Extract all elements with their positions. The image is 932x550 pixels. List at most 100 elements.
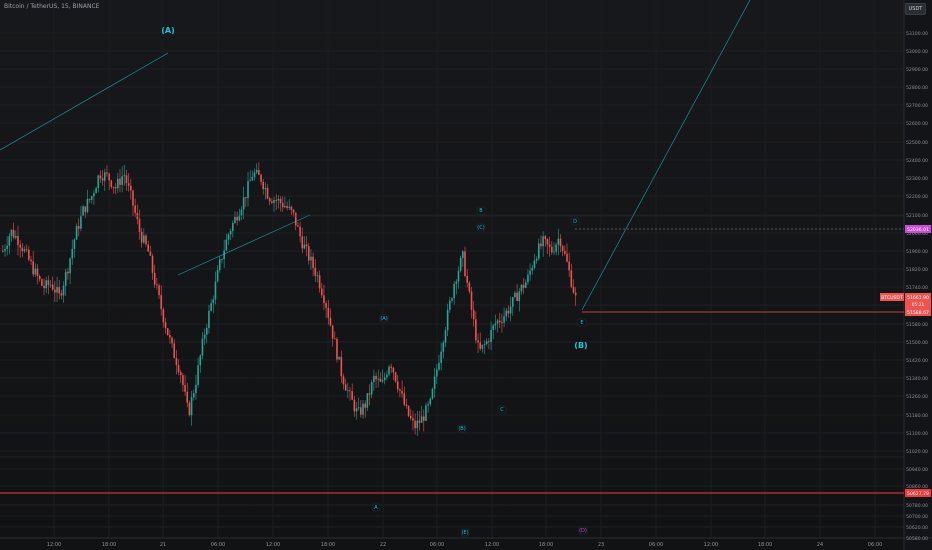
- wave-label: (E): [461, 530, 468, 536]
- price-tag-bg: [905, 225, 931, 233]
- candle-body: [186, 391, 189, 403]
- candle-body: [80, 215, 82, 229]
- candle-body: [190, 397, 193, 416]
- candle-body: [130, 185, 132, 191]
- candle-body: [416, 420, 419, 429]
- candle-body: [173, 343, 176, 359]
- candle-body: [234, 216, 236, 223]
- y-tick-label: 50620.00: [906, 525, 928, 531]
- candle-body: [511, 297, 514, 307]
- candle-body: [357, 407, 360, 409]
- candle-body: [151, 255, 154, 273]
- candle-body: [201, 338, 204, 356]
- candle-body: [169, 335, 171, 338]
- candle-body: [412, 418, 414, 421]
- candle-body: [73, 239, 76, 249]
- candle-body: [477, 340, 479, 343]
- candle-body: [47, 280, 50, 286]
- wave-label-box: [476, 206, 486, 215]
- candle-body: [325, 303, 327, 308]
- candle-body: [364, 403, 366, 408]
- candle-body: [2, 251, 4, 252]
- candle-body: [420, 416, 423, 423]
- candle-body: [188, 402, 191, 416]
- candle-body: [316, 275, 319, 277]
- candle-body: [229, 231, 232, 235]
- y-tick-label: 50940.00: [906, 467, 928, 473]
- candle-body: [101, 178, 104, 181]
- candle-body: [227, 234, 230, 240]
- candle-body: [310, 256, 312, 261]
- candle-body: [251, 177, 254, 181]
- candle-body: [275, 200, 278, 201]
- wave-label-box: [460, 528, 470, 537]
- y-tick-label: 50580.00: [906, 536, 928, 542]
- candle-body: [360, 407, 362, 415]
- candle-body: [438, 362, 440, 370]
- candle-body: [488, 341, 490, 343]
- x-tick-label: 12:00: [266, 542, 280, 548]
- symbol-title: Bitcoin / TetherUS, 15, BINANCE: [4, 3, 100, 10]
- candle-body: [212, 299, 215, 304]
- candle-body: [312, 256, 314, 268]
- wave-label-box: [371, 503, 381, 512]
- wave-label: (D): [579, 528, 587, 534]
- candle-body: [216, 269, 219, 282]
- candle-body: [197, 365, 199, 385]
- candle-body: [524, 282, 527, 288]
- y-tick-label: 52800.00: [906, 85, 928, 91]
- candle-body: [93, 193, 95, 197]
- wave-line-a: [0, 52, 169, 151]
- candle-body: [36, 268, 39, 277]
- candle-body: [466, 275, 468, 283]
- wave-label: D: [573, 219, 577, 225]
- currency-selector[interactable]: USDT: [905, 3, 926, 15]
- candle-body: [28, 249, 30, 260]
- candle-body: [171, 337, 173, 344]
- candle-body: [440, 351, 442, 363]
- candle-body: [208, 310, 210, 328]
- candle-body: [396, 381, 399, 390]
- candle-body: [268, 198, 271, 202]
- candle-body: [498, 320, 501, 323]
- candle-body: [258, 169, 260, 175]
- y-tick-label: 51020.00: [906, 449, 928, 455]
- candle-body: [347, 390, 349, 392]
- candle-body: [179, 372, 182, 376]
- y-tick-label: 51500.00: [906, 340, 928, 346]
- candle-body: [318, 275, 321, 289]
- candle-body: [119, 178, 121, 185]
- y-tick-label: 52500.00: [906, 140, 928, 146]
- candle-body: [88, 198, 91, 200]
- candle-body: [329, 317, 332, 326]
- candle-body: [60, 293, 63, 296]
- candle-body: [121, 176, 123, 185]
- candle-body: [336, 338, 338, 360]
- candle-body: [140, 231, 143, 243]
- candle-body: [95, 187, 97, 194]
- candle-body: [314, 267, 317, 276]
- x-tick-label: 18:00: [102, 542, 116, 548]
- candle-body: [535, 258, 538, 261]
- candle-body: [110, 180, 113, 187]
- candle-body: [418, 420, 421, 423]
- candle-body: [520, 284, 523, 292]
- x-tick-label: 06:00: [211, 542, 225, 548]
- candle-body: [407, 406, 410, 416]
- candle-body: [51, 284, 54, 290]
- candle-body: [58, 287, 61, 294]
- candle-body: [271, 201, 273, 203]
- countdown-label: 05:21: [912, 302, 925, 308]
- candle-body: [145, 235, 147, 245]
- candle-body: [6, 245, 8, 250]
- candle-body: [219, 259, 221, 270]
- candle-body: [409, 415, 412, 419]
- candle-body: [492, 325, 495, 330]
- candle-body: [90, 196, 93, 200]
- candle-body: [301, 236, 304, 249]
- candle-body: [305, 244, 308, 247]
- candle-body: [41, 279, 43, 286]
- candle-body: [323, 295, 325, 304]
- candle-body: [221, 259, 223, 260]
